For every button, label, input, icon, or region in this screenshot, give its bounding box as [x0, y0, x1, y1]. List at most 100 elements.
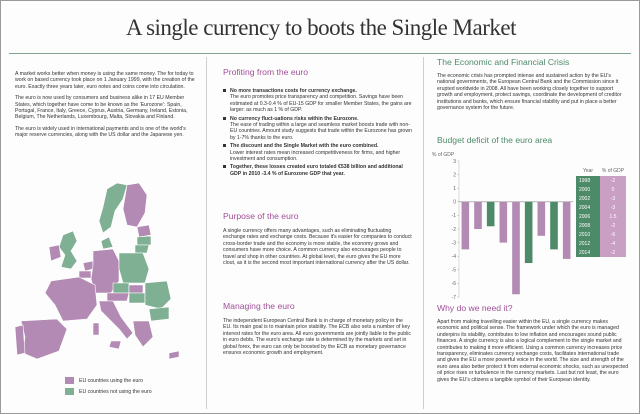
legend-label-euro: EU countries using the euro [79, 377, 144, 384]
chart-bar [562, 201, 571, 259]
intro-paragraph-2: The euro is now used by consumers and bu… [15, 95, 188, 121]
chart-y-tick-label: -4 [452, 254, 457, 260]
profiting-heading: Profiting from the euro [223, 67, 309, 77]
map-romania [144, 280, 172, 310]
chart-bar [474, 201, 482, 229]
profiting-list: No more transactions costs for currency … [223, 88, 413, 179]
map-denmark [100, 236, 114, 250]
legend-swatch-euro [65, 377, 74, 384]
profiting-item-2: No currency fluct-uations risks within t… [223, 116, 413, 142]
budget-table-row: 2004 -3 [576, 203, 626, 212]
chart-bar [512, 201, 520, 295]
map-lithuania [134, 244, 150, 254]
chart-bar [461, 201, 470, 250]
profiting-item-title: The discount and the Single Market with … [230, 143, 379, 150]
managing-heading: Managing the euro [223, 301, 295, 311]
profiting-item-text: The ease of trading within a large and s… [230, 122, 412, 141]
map-italy [98, 300, 134, 340]
budget-table-header: Year % of GDP [576, 165, 626, 176]
budget-table-row: 2002 -3 [576, 194, 626, 203]
budget-table-year: 2014 [576, 248, 600, 257]
budget-table-value: 1.5 [600, 212, 626, 221]
chart-bar [499, 201, 508, 243]
map-sweden-norway [98, 182, 128, 234]
budget-heading: Budget deficit of the euro area [437, 135, 553, 145]
budget-table-value: -2 [600, 176, 626, 185]
budget-table-value: 0 [600, 185, 626, 194]
budget-table-row: 2010 -6 [576, 230, 626, 239]
budget-deficit-chart: % of GDP 3 2 1 0 -1 -2 -3 -4 -5 -6 -7 [432, 152, 573, 301]
budget-table-year: 1998 [576, 176, 600, 185]
chart-y-axis: 3 2 1 0 -1 -2 -3 -4 -5 -6 -7 [452, 159, 459, 301]
page-title: A single currency to boots the Single Ma… [125, 15, 517, 40]
budget-table-value: -4 [600, 239, 626, 248]
chart-y-tick-label: -1 [452, 213, 457, 219]
chart-y-tick-label: 2 [453, 172, 456, 178]
map-legend: EU countries using the euro EU countries… [65, 377, 152, 399]
profiting-item-4: Together, these losses created euro tota… [223, 164, 413, 177]
profiting-item-3: The discount and the Single Market with … [223, 143, 413, 162]
chart-y-tick-label: 3 [453, 159, 456, 165]
map-netherlands [82, 260, 94, 272]
map-belgium [78, 270, 92, 279]
intro-paragraph-3: The euro is widely used in international… [15, 125, 186, 139]
budget-table-row: 2012 -4 [576, 239, 626, 248]
budget-table-row: 2008 -2 [576, 221, 626, 230]
map-estonia [136, 224, 152, 238]
legend-swatch-non-euro [65, 388, 74, 395]
profiting-item-text: The euro promotes price transparency and… [230, 94, 412, 114]
chart-y-tick-label: -7 [452, 295, 457, 301]
map-uk [58, 230, 78, 270]
map-poland [118, 252, 150, 284]
chart-bar [486, 201, 495, 227]
managing-text: The independent European Central Bank is… [223, 318, 412, 357]
map-hungary [128, 292, 146, 304]
legend-item-non-euro: EU countries not using the euro [65, 388, 152, 395]
map-sicily [108, 340, 122, 350]
crisis-heading: The Economic and Financial Crisis [437, 57, 570, 67]
map-latvia [136, 235, 152, 246]
chart-y-tick-label: -2 [452, 227, 457, 233]
bullet-icon [223, 116, 226, 120]
column-divider-left [206, 57, 207, 409]
budget-table-year: 2010 [576, 230, 600, 239]
map-czech [112, 282, 130, 294]
map-cyprus [168, 350, 180, 360]
chart-y-tick-label: 1 [453, 186, 456, 192]
profiting-item-title: No currency fluct-uations risks within t… [230, 115, 359, 122]
chart-y-tick-label: -5 [452, 268, 457, 274]
europe-map [15, 182, 180, 360]
budget-table-year: 2012 [576, 239, 600, 248]
chart-bars [461, 201, 571, 295]
budget-table-year: 2002 [576, 194, 600, 203]
crisis-text: The economic crisis has prompted intense… [437, 73, 622, 112]
map-slovakia [128, 284, 144, 294]
map-france [44, 276, 98, 322]
bullet-icon [223, 144, 226, 148]
chart-ylabel: % of GDP [432, 152, 455, 158]
column-divider-right [423, 57, 424, 409]
profiting-item-text: Lower interest rates mean increased comp… [230, 149, 401, 163]
chart-bar [550, 201, 558, 250]
profiting-item-title: No more transactions costs for currency … [230, 88, 357, 94]
purpose-heading: Purpose of the euro [223, 211, 299, 221]
budget-table-row: 2006 1.5 [576, 212, 626, 221]
chart-y-tick-label: -6 [452, 281, 457, 287]
budget-table-value: -3 [600, 203, 626, 212]
intro-text: A market works better when money is usin… [15, 71, 195, 144]
title-divider [9, 53, 631, 54]
budget-table-body: 1998 -2 2000 0 2002 -3 2004 -3 2006 1.5 2008 -2 2010… [576, 176, 626, 257]
budget-table-year: 2008 [576, 221, 600, 230]
map-spain [20, 318, 68, 360]
budget-table-col-pct: % of GDP [601, 167, 625, 174]
budget-table-year: 2000 [576, 185, 600, 194]
profiting-item-title: Together, these losses created euro tota… [230, 164, 403, 177]
chart-bar [537, 201, 546, 236]
why-heading: Why do we need it? [437, 303, 513, 313]
chart-y-tick-label: 0 [453, 200, 456, 206]
map-austria [106, 292, 130, 302]
bullet-icon [223, 165, 226, 169]
budget-table-value: -2 [600, 221, 626, 230]
budget-table-value: -3 [600, 194, 626, 203]
intro-paragraph-1: A market works better when money is usin… [15, 71, 195, 90]
